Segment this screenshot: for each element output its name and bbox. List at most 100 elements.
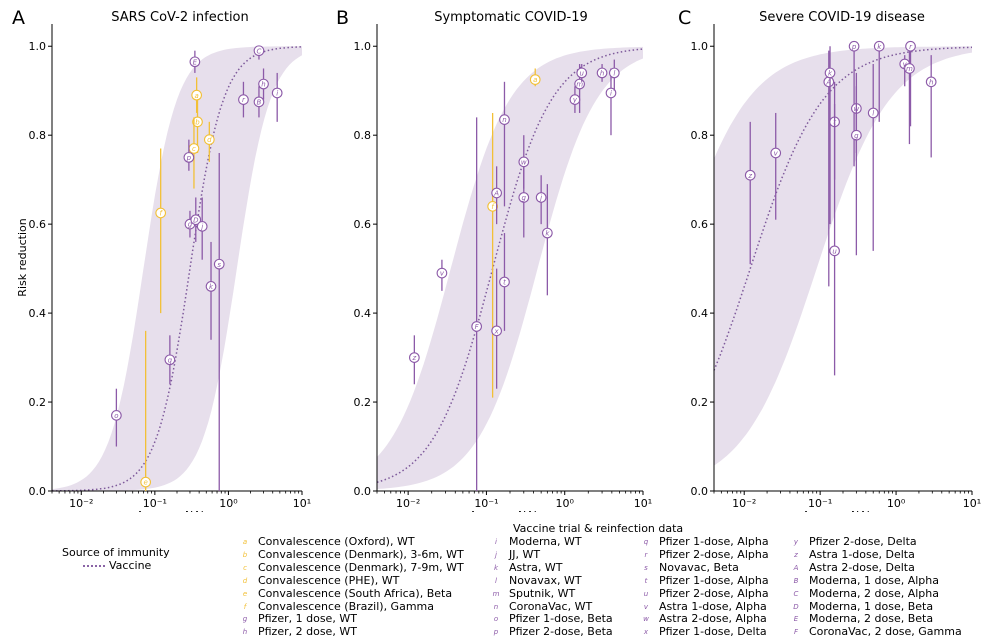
x-axis-label: Average NAb — [469, 509, 540, 512]
y-tick-label: 0.8 — [691, 129, 709, 142]
legend-item-label: Pfizer, 2 dose, WT — [258, 625, 357, 639]
x-tick-label: 10⁰ — [887, 497, 906, 510]
confidence-band — [714, 46, 972, 466]
legend-item-label: Convalescence (Brazil), Gamma — [258, 599, 434, 613]
data-point-marker — [529, 74, 541, 85]
legend-item-label: Pfizer 1-dose, Alpha — [659, 573, 769, 587]
legend-key-letter: w — [643, 615, 649, 624]
legend-key-letter: B — [793, 576, 799, 585]
legend-item: e Convalescence (South Africa), Beta — [240, 587, 464, 601]
vaccine-dotted-line-swatch — [83, 564, 105, 567]
legend-key-letter: y — [793, 538, 799, 546]
data-point-marker — [829, 245, 840, 257]
data-point-marker — [205, 281, 217, 292]
data-point-label: p — [851, 43, 857, 51]
data-point-label: A — [825, 78, 831, 86]
panel-title: Severe COVID-19 disease — [759, 10, 925, 25]
legend-item: c Convalescence (Denmark), 7-9m, WT — [240, 561, 464, 575]
legend-item: b Convalescence (Denmark), 3-6m, WT — [240, 547, 464, 562]
data-point-label: F — [475, 323, 480, 331]
legend-item: i Moderna, WT — [491, 535, 613, 549]
y-tick-label: 0.6 — [29, 218, 47, 231]
data-point-label: f — [491, 203, 495, 211]
legend-item: l Novavax, WT — [491, 574, 613, 588]
legend-key-letter: c — [243, 563, 247, 572]
legend-item: z Astra 1-dose, Delta — [791, 548, 962, 562]
data-point-marker — [867, 107, 879, 119]
y-tick-label: 0.6 — [354, 218, 372, 231]
x-tick-label: 10⁰ — [556, 497, 575, 510]
x-tick-label: 10⁻¹ — [143, 497, 167, 510]
panel-title: Symptomatic COVID-19 — [434, 10, 588, 25]
data-point-label: i — [610, 90, 612, 98]
data-point-label: s — [217, 261, 221, 269]
legend-key-letter: z — [794, 550, 798, 559]
legend-item-label: Pfizer 1-dose, Delta — [659, 625, 767, 639]
legend-item: u Pfizer 2-dose, Alpha — [641, 586, 769, 601]
confidence-band — [52, 46, 302, 492]
chart-panel-a: 0.0 0.2 0.4 0.6 0.8 1.0 10⁻² 10⁻¹ 10⁰ 10¹ A SARS Co… — [12, 7, 311, 512]
data-point-label: d — [207, 136, 212, 144]
legend-item: A Astra 2-dose, Delta — [791, 561, 962, 575]
data-point-label: i — [276, 90, 278, 98]
data-point-label: l — [613, 70, 615, 78]
data-point-label: g — [522, 194, 527, 202]
data-point-marker — [203, 134, 215, 145]
legend-item: s Novavac, Beta — [641, 561, 769, 575]
data-point-label: q — [168, 356, 173, 364]
data-point-marker — [608, 67, 620, 79]
data-point-marker — [499, 114, 510, 125]
data-point-label: w — [521, 158, 527, 166]
legend-item-label: CoronaVac, 2 dose, Gamma — [809, 625, 962, 639]
legend-item-label: CoronaVac, WT — [509, 599, 593, 613]
legend-item: y Pfizer 2-dose, Delta — [791, 535, 962, 549]
data-point-marker — [824, 67, 836, 79]
data-point-marker — [190, 214, 202, 226]
data-point-label: k — [545, 230, 550, 238]
data-point-label: g — [188, 221, 193, 229]
legend-key-letter: E — [793, 615, 799, 624]
y-tick-label: 0.8 — [29, 129, 47, 142]
legend-item-label: Pfizer 2-dose, Alpha — [659, 586, 769, 600]
data-point-marker — [744, 169, 756, 181]
data-point-label: v — [440, 270, 445, 278]
x-tick-label: 10¹ — [963, 497, 981, 510]
data-point-marker — [518, 192, 530, 203]
legend-item: h Pfizer, 2 dose, WT — [240, 625, 464, 639]
legend-key-letter: l — [495, 576, 497, 585]
y-tick-label: 1.0 — [354, 40, 372, 53]
panel-title: SARS CoV-2 infection — [111, 10, 249, 25]
data-point-label: u — [580, 70, 585, 78]
chart-svg: 0.0 0.2 0.4 0.6 0.8 1.0 10⁻² 10⁻¹ 10⁰ 10¹ A SARS Co… — [12, 7, 981, 512]
legend-item: r Pfizer 2-dose, Alpha — [641, 548, 769, 562]
y-tick-label: 0.2 — [29, 396, 47, 409]
legend-key-letter: x — [643, 628, 649, 637]
x-tick-label: 10⁰ — [219, 497, 238, 510]
x-tick-label: 10¹ — [634, 497, 652, 510]
data-point-marker — [905, 40, 916, 52]
legend-column-1: a Convalescence (Oxford), WT b Convalescenc… — [240, 535, 464, 639]
x-tick-label: 10⁻¹ — [474, 497, 498, 510]
data-point-label: r — [242, 96, 246, 104]
data-point-marker — [491, 187, 502, 199]
legend-item-label: Astra, WT — [509, 560, 563, 574]
legend-item-label: Moderna, WT — [509, 535, 582, 548]
legend-item-label: JJ, WT — [509, 547, 541, 561]
data-point-label: z — [747, 172, 752, 180]
legend-item-label: Pfizer 1-dose, Alpha — [659, 535, 769, 548]
legend-item: n CoronaVac, WT — [491, 599, 613, 614]
x-tick-label: 10⁻² — [396, 497, 420, 510]
legend-key-letter: t — [644, 576, 648, 585]
y-tick-label: 0.0 — [691, 485, 709, 498]
legend-item-label: Convalescence (Denmark), 3-6m, WT — [258, 547, 464, 561]
panel-letter: C — [678, 7, 691, 29]
legend-item-label: Astra 1-dose, Alpha — [659, 599, 767, 613]
data-point-marker — [487, 201, 498, 212]
data-point-label: p — [186, 154, 192, 162]
x-axis-label: Average NAb — [136, 509, 207, 512]
legend-item-label: Astra 2-dose, Alpha — [659, 612, 767, 626]
y-tick-label: 0.0 — [29, 485, 47, 498]
data-point-label: x — [494, 327, 500, 335]
data-point-label: l — [872, 110, 874, 118]
